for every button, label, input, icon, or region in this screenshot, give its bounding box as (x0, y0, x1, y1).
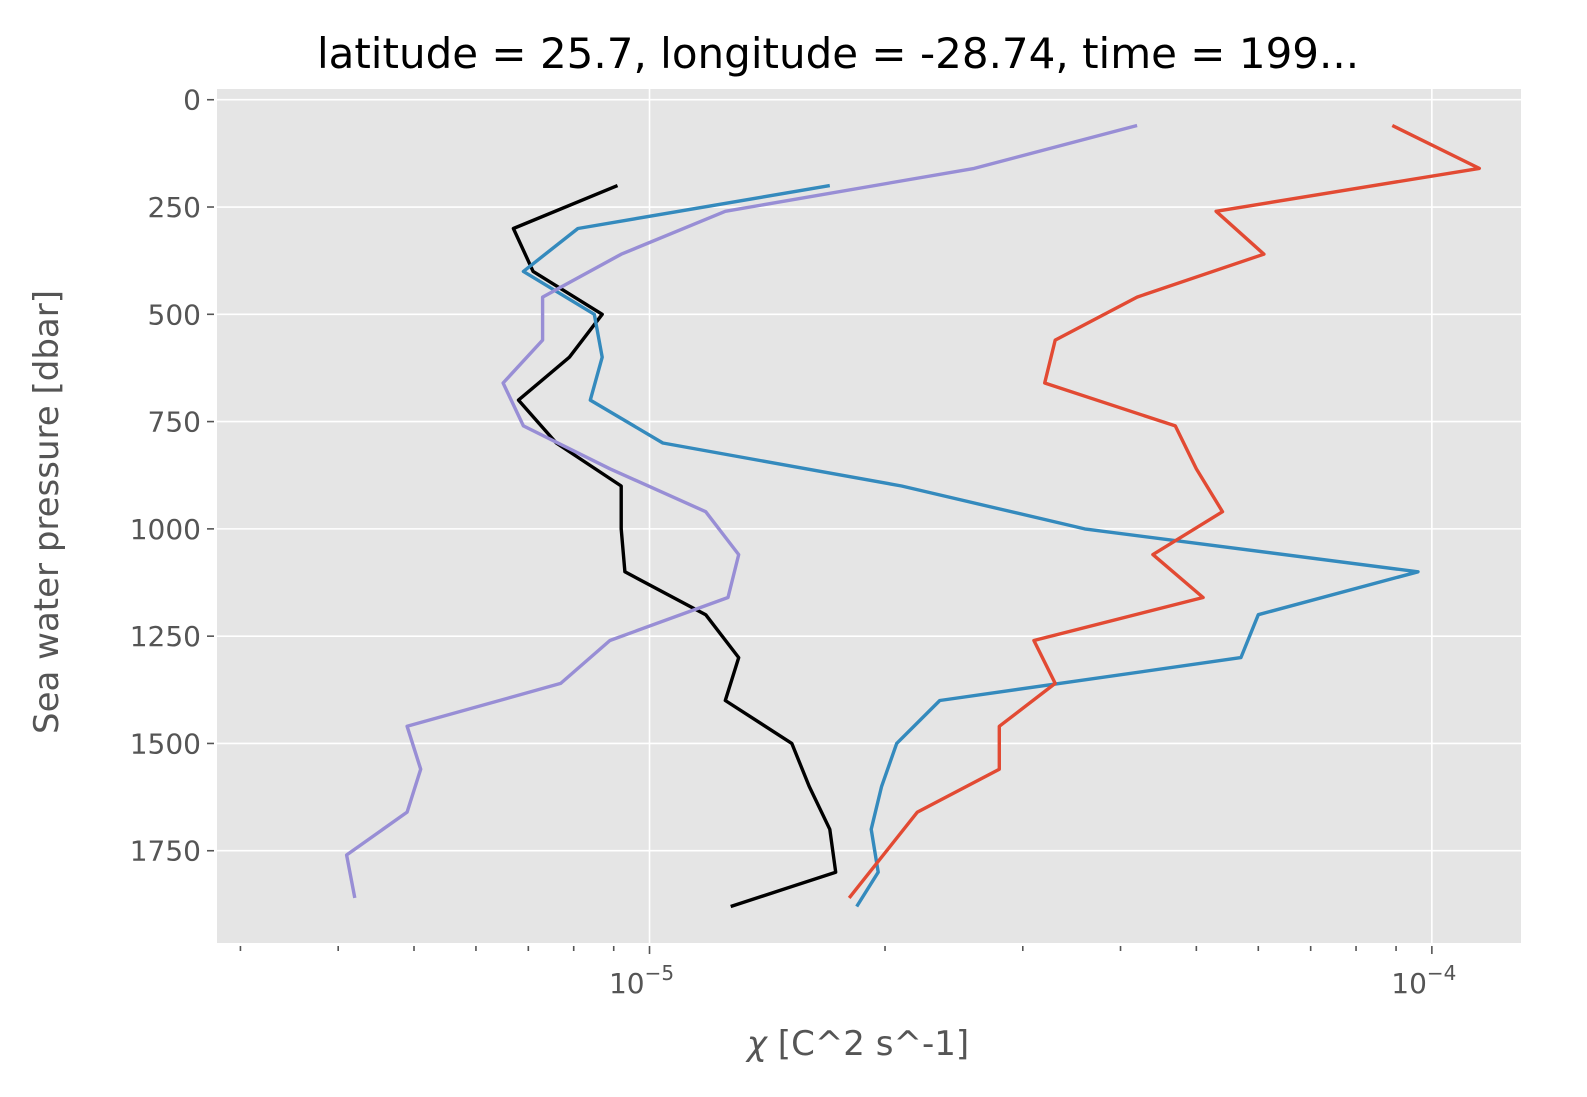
x-axis-label-unit: [C^2 s^-1] (767, 1024, 969, 1064)
y-tick-label: 1000 (130, 513, 201, 546)
y-tick-label: 500 (148, 298, 201, 331)
series-line-2 (521, 183, 1420, 908)
axis-ticks: 0 250 500 750 1000 1250 1500 1750 10−5 10−4 (130, 84, 1457, 1000)
x-tick-label: 10−4 (1391, 961, 1456, 1000)
y-tick-label: 1250 (130, 620, 201, 653)
y-tick-label: 750 (148, 406, 201, 439)
x-tick-label: 10−5 (609, 961, 674, 1000)
y-tick-label: 1750 (130, 835, 201, 868)
x-axis-label-symbol: χ (745, 1024, 769, 1064)
series-lines (344, 123, 1482, 909)
chart-title: latitude = 25.7, longitude = -28.74, tim… (317, 29, 1359, 78)
y-tick-label: 250 (148, 191, 201, 224)
series-line-4 (847, 123, 1482, 899)
x-axis-label: χ [C^2 s^-1] (745, 1024, 969, 1064)
y-tick-label: 1500 (130, 727, 201, 760)
y-tick-label: 0 (183, 84, 201, 117)
y-axis-label: Sea water pressure [dbar] (27, 290, 67, 734)
grid (217, 89, 1521, 943)
plot-area (217, 89, 1521, 943)
series-line-3 (344, 123, 1138, 899)
series-line-1 (511, 184, 838, 909)
